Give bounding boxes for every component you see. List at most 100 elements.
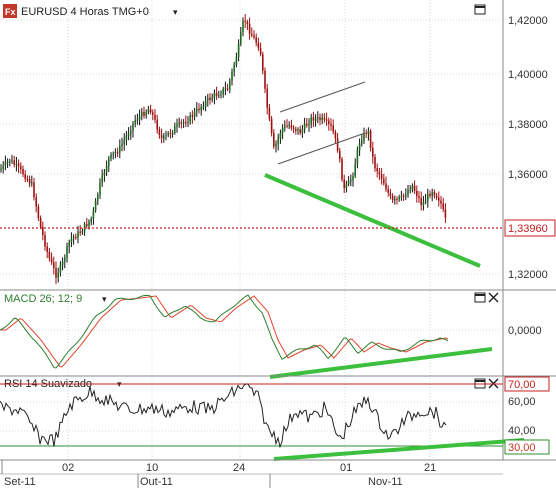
candle-body: [242, 20, 244, 33]
candle-body: [391, 196, 394, 201]
macd-label[interactable]: MACD 26; 12; 9: [4, 293, 82, 305]
candle-body: [59, 264, 62, 273]
candle-body: [75, 236, 77, 238]
rsi-tick-40: 40,00: [508, 425, 536, 437]
price-pane[interactable]: Fx EURUSD 4 Horas TMG+0 ▾ 1,42000 1,4000…: [0, 0, 556, 460]
candle-body: [295, 128, 297, 131]
candle-body: [347, 180, 350, 185]
candle-body: [33, 182, 35, 198]
candle-body: [328, 120, 330, 124]
candle-body: [350, 180, 352, 182]
candle-body: [369, 130, 372, 148]
candle-body: [50, 258, 53, 263]
candle-body: [55, 268, 57, 278]
candle-body: [367, 130, 370, 135]
candle-body: [132, 123, 134, 131]
price-tick-2: 1,40000: [508, 69, 548, 81]
candle-body: [325, 119, 328, 121]
candle-body: [231, 71, 233, 81]
candle-body: [303, 123, 306, 130]
rsi-line: [0, 383, 447, 449]
price-tick-1: 1,42000: [508, 15, 548, 27]
candle-body: [130, 130, 132, 134]
candle-body: [299, 129, 301, 134]
channel-lines[interactable]: [277, 81, 366, 165]
candle-body: [416, 191, 418, 197]
candle-body: [273, 132, 275, 147]
date-label-21: 21: [424, 462, 436, 474]
window-restore-icon[interactable]: [474, 292, 486, 303]
candle-body: [160, 135, 163, 139]
candle-body: [158, 129, 161, 136]
candle-body: [427, 193, 429, 201]
time-axis[interactable]: 02 10 24 01 21 Set-11 Out-11 Nov-11: [0, 459, 556, 488]
candle-body: [387, 189, 389, 193]
candle-body: [248, 23, 251, 35]
price-trend-line[interactable]: [264, 173, 481, 268]
candle-body: [323, 117, 326, 120]
candle-body: [257, 42, 260, 49]
rsi-trend-line[interactable]: [273, 438, 525, 461]
candle-body: [420, 198, 422, 205]
candle-body: [141, 111, 143, 116]
candle-body: [341, 159, 343, 180]
candle-body: [354, 163, 356, 176]
candle-body: [262, 54, 264, 71]
candle-body: [39, 217, 42, 227]
candle-body: [44, 234, 46, 247]
candle-body: [79, 231, 81, 233]
candle-body: [99, 182, 101, 195]
candle-body: [68, 242, 70, 247]
candle-body: [112, 153, 114, 155]
candle-body: [259, 48, 262, 55]
candle-body: [356, 150, 359, 164]
macd-dropdown-icon[interactable]: ▾: [102, 294, 107, 304]
candle-body: [275, 143, 277, 147]
rsi-lower-box: [504, 439, 550, 455]
candle-body: [409, 189, 411, 191]
candle-body: [288, 125, 290, 127]
fx-badge: [3, 4, 17, 18]
fx-badge-text: Fx: [5, 7, 16, 17]
candle-body: [66, 246, 68, 258]
candle-body: [101, 175, 103, 183]
candle-body: [191, 115, 194, 117]
chart-title-dropdown-icon[interactable]: ▾: [173, 7, 178, 17]
date-label-24: 24: [233, 462, 245, 474]
close-icon[interactable]: [488, 292, 499, 303]
candle-body: [171, 132, 174, 134]
candle-body: [70, 238, 73, 243]
candle-body: [218, 95, 220, 97]
candle-body: [253, 35, 255, 38]
candle-body: [229, 80, 231, 89]
macd-pane[interactable]: MACD 26; 12; 9 ▾ 0,0000: [0, 292, 542, 379]
candle-body: [61, 261, 64, 265]
candle-body: [383, 178, 385, 184]
chart-title[interactable]: EURUSD 4 Horas TMG+0: [21, 6, 149, 18]
candle-body: [215, 93, 218, 96]
candle-body: [2, 165, 4, 169]
candle-body: [413, 185, 416, 192]
candle-body: [198, 108, 200, 111]
candle-body: [279, 133, 282, 139]
candle-body: [424, 200, 427, 203]
candle-body: [224, 88, 227, 90]
candle-body: [189, 115, 191, 123]
candle-body: [53, 262, 55, 269]
candle-body: [244, 20, 246, 22]
macd-trend-line[interactable]: [269, 347, 493, 379]
candle-body: [13, 160, 15, 165]
window-restore-icon[interactable]: [474, 4, 486, 15]
candle-body: [119, 145, 121, 153]
candle-body: [398, 197, 400, 200]
candle-body: [378, 171, 381, 175]
rsi-upper-box: [504, 376, 550, 392]
rsi-pane[interactable]: RSI 14 Suavizado ▾ 70,00 60,00 40,00 30,…: [0, 376, 550, 461]
candle-body: [308, 124, 310, 126]
candle-body: [411, 185, 414, 190]
candle-body: [185, 122, 187, 124]
candle-body: [310, 117, 312, 125]
candle-body: [433, 191, 436, 196]
candle-body: [125, 135, 128, 140]
